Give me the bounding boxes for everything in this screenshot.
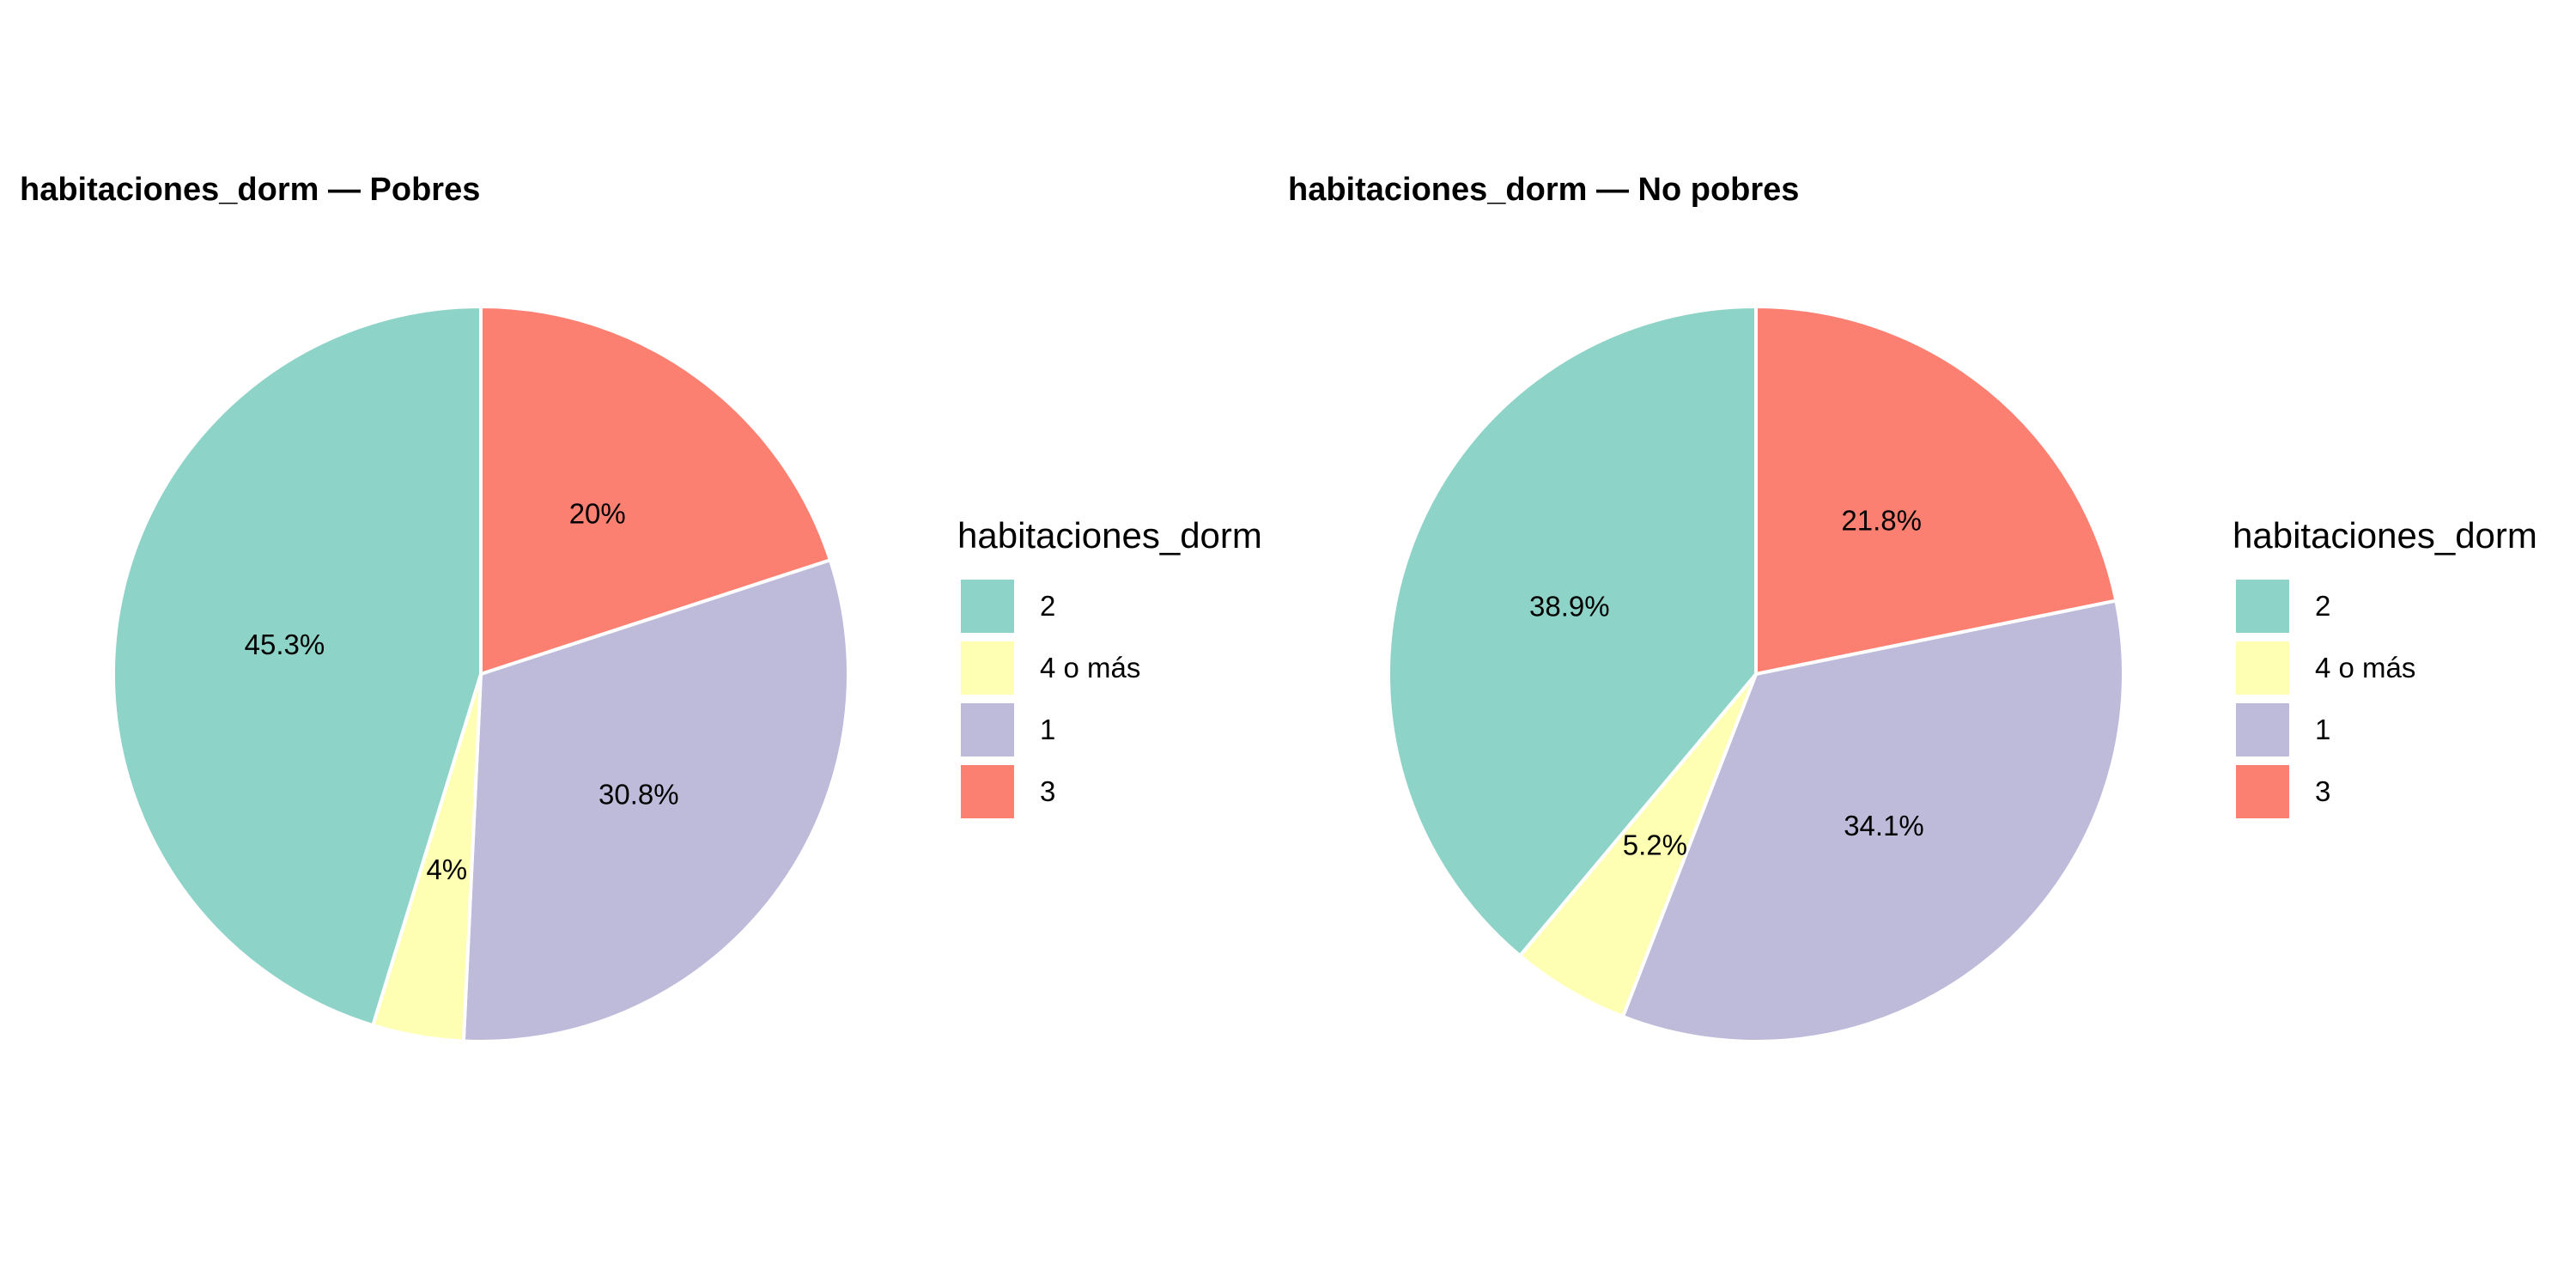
legend-label: 4 o más — [1040, 652, 1141, 683]
legend-key — [2236, 765, 2289, 818]
legend-label: 2 — [2315, 590, 2331, 622]
legend-key — [2236, 703, 2289, 756]
legend-title: habitaciones_dorm — [2233, 515, 2537, 556]
chart-panel-no-pobres: 21.8% 34.1% 5.2% 38.9% habitaciones_dorm — … — [1288, 0, 2576, 1288]
chart-title: habitaciones_dorm — Pobres — [20, 172, 481, 208]
legend: habitaciones_dorm 2 4 o más 1 3 — [957, 515, 1262, 823]
legend-key — [961, 765, 1014, 818]
legend-label: 3 — [2315, 775, 2331, 807]
legend-label: 4 o más — [2315, 652, 2416, 683]
legend-item-1: 1 — [2233, 699, 2537, 761]
legend-key — [961, 580, 1014, 633]
slice-label-2: 45.3% — [245, 629, 325, 660]
pie-slice-2 — [112, 304, 483, 1028]
legend-key — [2236, 580, 2289, 633]
legend-label: 1 — [2315, 714, 2331, 745]
legend-key — [961, 641, 1014, 695]
slice-label-3: 21.8% — [1841, 504, 1922, 536]
legend-item-4-o-m-s: 4 o más — [2233, 637, 2537, 699]
pie-chart-no-pobres: 21.8% 34.1% 5.2% 38.9% — [1387, 304, 2125, 1043]
slice-label-4-o-m-s: 5.2% — [1623, 829, 1687, 860]
pie-slice-3 — [479, 304, 833, 677]
pie-chart-pobres: 20% 30.8% 4% 45.3% — [112, 304, 850, 1043]
pie-slice-2 — [1387, 304, 1758, 958]
slice-label-1: 30.8% — [598, 779, 679, 811]
legend-item-2: 2 — [957, 575, 1262, 637]
legend-items: 2 4 o más 1 3 — [2233, 575, 2537, 823]
legend-label: 1 — [1040, 714, 1056, 745]
legend-key — [961, 703, 1014, 756]
pie-slice-1 — [1620, 598, 2125, 1043]
legend-item-1: 1 — [957, 699, 1262, 761]
legend-items: 2 4 o más 1 3 — [957, 575, 1262, 823]
legend-key — [2236, 641, 2289, 695]
legend: habitaciones_dorm 2 4 o más 1 3 — [2233, 515, 2537, 823]
legend-title: habitaciones_dorm — [957, 515, 1262, 556]
legend-item-3: 3 — [2233, 761, 2537, 823]
legend-item-2: 2 — [2233, 575, 2537, 637]
slice-label-4-o-m-s: 4% — [426, 854, 467, 885]
chart-title: habitaciones_dorm — No pobres — [1288, 172, 1800, 208]
pie-slice-1 — [461, 557, 850, 1043]
legend-label: 2 — [1040, 590, 1056, 622]
legend-label: 3 — [1040, 775, 1056, 807]
slice-label-1: 34.1% — [1844, 810, 1924, 841]
slice-label-2: 38.9% — [1529, 591, 1610, 623]
slice-label-3: 20% — [569, 497, 626, 529]
pie-slice-4-o-m-s — [1517, 672, 1758, 1019]
legend-item-4-o-m-s: 4 o más — [957, 637, 1262, 699]
pie-slice-3 — [1754, 304, 2118, 677]
legend-item-3: 3 — [957, 761, 1262, 823]
chart-panel-pobres: 20% 30.8% 4% 45.3% habitaciones_dorm — Pobr… — [20, 172, 1262, 1043]
